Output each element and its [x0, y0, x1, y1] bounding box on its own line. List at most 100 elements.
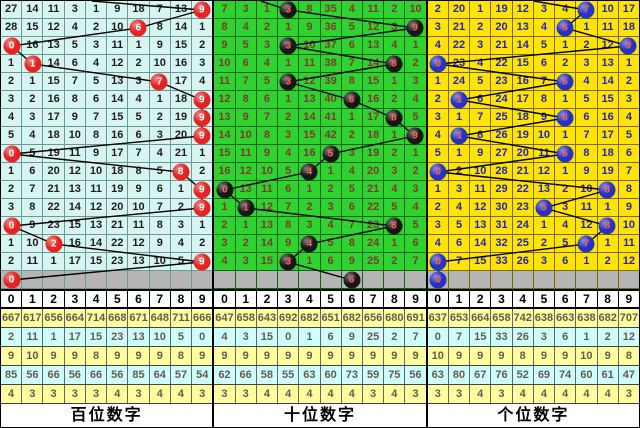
miss-count-cell: 28 [491, 163, 513, 180]
miss-count-cell: 5 [342, 181, 363, 198]
miss-count-cell: 4 [65, 19, 86, 36]
miss-count-cell: 2 [625, 75, 632, 87]
summary-cell: 3 [428, 385, 449, 403]
summary-cell: 658 [236, 309, 257, 327]
digit-header-cell: 9 [198, 292, 206, 306]
miss-count-cell: 3 [214, 235, 236, 252]
miss-count-cell: 8 [150, 19, 171, 36]
summary-cell: 1 [43, 328, 65, 346]
miss-count-cell: 9 [22, 217, 44, 234]
digit-header-cell: 9 [412, 292, 419, 306]
summary-cell: 59 [363, 366, 385, 384]
miss-count-cell: 8 [278, 217, 300, 234]
miss-count-cell: 16 [65, 235, 86, 252]
summary-cell: 3 [236, 328, 257, 346]
miss-count-cell: 22 [491, 55, 513, 72]
summary-cell: 9 [199, 350, 206, 362]
miss-count-cell: 4 [470, 55, 492, 72]
summary-cell: 9 [214, 347, 236, 365]
miss-count-cell: 3 [278, 127, 300, 144]
summary-cell: 3 [86, 385, 108, 403]
summary-cell: 67 [470, 366, 492, 384]
drawn-cell [278, 1, 300, 18]
miss-count-cell: 9 [278, 235, 300, 252]
miss-count-cell: 1 [86, 1, 108, 18]
miss-count-cell: 14 [86, 235, 108, 252]
miss-count-cell: 29 [491, 181, 513, 198]
miss-count-cell: 4 [412, 201, 419, 213]
summary-cell: 9 [321, 347, 342, 365]
summary-cell: 12 [622, 331, 635, 343]
miss-count-cell: 9 [150, 37, 171, 54]
miss-count-cell: 18 [43, 127, 65, 144]
miss-count-cell: 1 [428, 73, 449, 90]
miss-count-cell: 1 [576, 253, 598, 270]
miss-count-cell: 18 [107, 163, 129, 180]
miss-count-cell: 9 [299, 19, 321, 36]
miss-count-cell: 2 [199, 237, 206, 249]
digit-header-cell: 5 [321, 291, 342, 307]
miss-count-cell: 20 [171, 127, 193, 144]
trend-row: 9 5 3 10 37 6 13 4 1 [214, 37, 426, 55]
summary-cell: 664 [470, 309, 492, 327]
miss-count-cell: 22 [449, 37, 471, 54]
miss-count-cell: 15 [257, 253, 279, 270]
trend-row: 15 11 9 4 16 3 19 2 1 [214, 145, 426, 163]
miss-count-cell: 16 [513, 73, 534, 90]
miss-count-cell: 11 [598, 19, 619, 36]
summary-cell: 3 [236, 385, 257, 403]
pending-cell [236, 271, 257, 288]
drawn-cell [299, 163, 321, 180]
miss-count-cell: 14 [513, 37, 534, 54]
miss-count-cell: 22 [363, 199, 385, 216]
miss-count-cell: 4 [428, 37, 449, 54]
miss-count-cell: 1 [625, 57, 632, 69]
miss-count-cell: 5 [412, 219, 419, 231]
miss-count-cell: 17 [65, 253, 86, 270]
miss-count-cell: 11 [236, 145, 257, 162]
miss-count-cell: 7 [65, 73, 86, 90]
miss-count-cell: 11 [470, 181, 492, 198]
summary-cell: 63 [428, 366, 449, 384]
miss-count-cell: 6 [150, 181, 171, 198]
miss-count-cell: 2 [86, 19, 108, 36]
summary-cell: 647 [214, 309, 236, 327]
miss-count-cell: 3 [299, 217, 321, 234]
summary-cell: 4 [107, 385, 129, 403]
miss-count-cell: 9 [534, 109, 556, 126]
miss-count-cell: 12 [214, 91, 236, 108]
miss-count-cell: 10 [150, 55, 171, 72]
summary-cell: 85 [1, 366, 23, 384]
digit-header-cell: 1 [449, 291, 471, 307]
miss-count-cell: 4 [384, 181, 406, 198]
miss-count-cell: 7 [342, 217, 363, 234]
miss-count-cell: 2 [342, 127, 363, 144]
drawn-cell [150, 73, 171, 90]
miss-count-cell: 14 [65, 199, 86, 216]
miss-count-cell: 5 [1, 127, 23, 144]
summary-cell: 9 [107, 347, 129, 365]
miss-count-cell: 1 [257, 1, 279, 18]
miss-count-cell: 4 [236, 19, 257, 36]
summary-cell: 62 [214, 366, 236, 384]
miss-count-cell: 1 [150, 91, 171, 108]
panel-tens: 7 3 1 8 35 4 11 2 10 8 4 2 1 9 36 5 12 3 9 5 3 10 37 6 13 4 1 10 6 4 1… [214, 1, 428, 427]
pending-row [214, 271, 426, 289]
summary-cell: 4 [342, 385, 363, 403]
miss-count-cell: 7 [236, 73, 257, 90]
miss-count-cell: 13 [470, 217, 492, 234]
summary-cell: 85 [128, 366, 150, 384]
miss-count-cell: 26 [513, 253, 534, 270]
drawn-cell [384, 217, 406, 234]
miss-count-cell: 23 [363, 217, 385, 234]
miss-count-cell: 19 [171, 109, 193, 126]
digit-header-cell: 1 [236, 291, 257, 307]
summary-cell: 9 [470, 347, 492, 365]
summary-cell: 8 [625, 350, 632, 362]
miss-count-cell: 27 [1, 1, 23, 18]
panel-label-units: 个位数字 [427, 404, 639, 427]
miss-count-cell: 33 [491, 253, 513, 270]
miss-count-cell: 10 [257, 163, 279, 180]
miss-count-cell: 14 [43, 55, 65, 72]
miss-count-cell: 22 [107, 235, 129, 252]
